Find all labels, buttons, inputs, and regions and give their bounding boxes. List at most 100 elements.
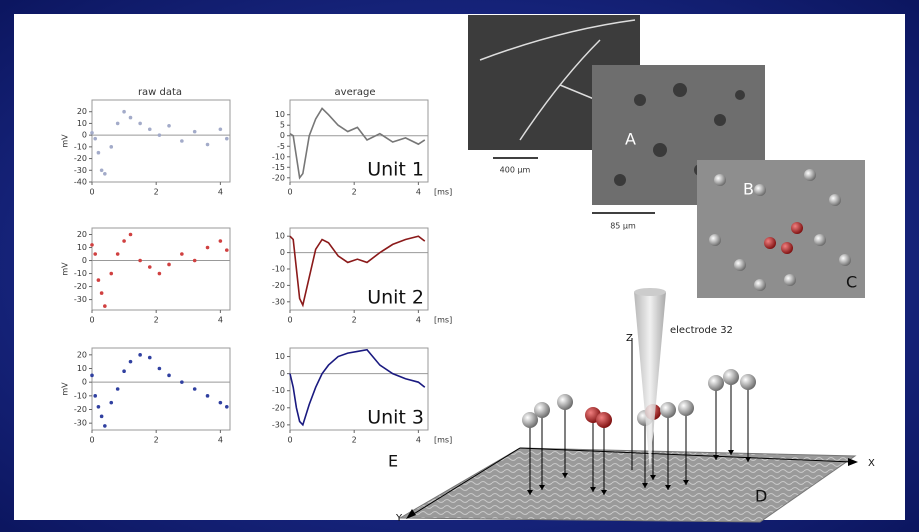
y-tick-label: -10 — [272, 265, 285, 274]
y-tick-label: -20 — [74, 154, 87, 163]
neuron — [723, 369, 739, 385]
y-tick-label: -10 — [272, 386, 285, 395]
x-tick-label: 0 — [89, 316, 94, 325]
y-tick-label: -20 — [272, 173, 285, 182]
x-tick-label: 0 — [287, 316, 292, 325]
neuron — [557, 394, 573, 410]
electrode-top — [634, 288, 666, 296]
x-tick-label: 4 — [416, 436, 421, 445]
x-tick-label: 2 — [352, 436, 357, 445]
scale-bar-label: 400 µm — [500, 166, 531, 175]
x-axis-label: [ms] — [434, 316, 452, 325]
y-tick-label: 0 — [82, 256, 87, 265]
point — [93, 137, 97, 141]
x-tick-label: 0 — [287, 436, 292, 445]
y-tick-label: -10 — [272, 152, 285, 161]
x-axis-label: [ms] — [434, 436, 452, 445]
column-title: average — [335, 87, 376, 98]
y-tick-label: -5 — [277, 142, 285, 151]
point — [206, 246, 210, 250]
y-tick-label: 0 — [280, 131, 285, 140]
point — [206, 394, 210, 398]
y-tick-label: 20 — [77, 350, 87, 359]
point — [219, 401, 223, 405]
y-tick-label: 10 — [275, 352, 285, 361]
y-axis-label: mV — [61, 382, 70, 396]
x-axis-label: [ms] — [434, 188, 452, 197]
point — [138, 259, 142, 263]
y-tick-label: 10 — [77, 243, 87, 252]
point — [97, 405, 101, 409]
point — [180, 252, 184, 256]
y-tick-label: -10 — [74, 391, 87, 400]
panel-label: B — [743, 180, 754, 199]
point — [225, 405, 229, 409]
y-tick-label: 0 — [82, 378, 87, 387]
point — [193, 387, 197, 391]
point — [138, 353, 142, 357]
x-tick-label: 2 — [154, 436, 159, 445]
y-tick-label: -30 — [74, 166, 87, 175]
point — [100, 415, 104, 419]
y-tick-label: 20 — [77, 230, 87, 239]
point — [97, 151, 101, 155]
y-tick-label: 20 — [77, 107, 87, 116]
y-tick-label: -15 — [272, 163, 285, 172]
point — [90, 243, 94, 247]
point — [100, 291, 104, 295]
point — [158, 133, 162, 137]
y-tick-label: 5 — [280, 121, 285, 130]
unit-label: Unit 1 — [367, 159, 424, 181]
neuron — [740, 374, 756, 390]
point — [100, 168, 104, 172]
x-tick-label: 2 — [154, 316, 159, 325]
y-tick-label: 0 — [280, 369, 285, 378]
neuron-red — [596, 412, 612, 428]
y-tick-label: 10 — [77, 119, 87, 128]
point — [148, 356, 152, 360]
axis-letter: Y — [395, 513, 403, 524]
x-tick-label: 4 — [416, 188, 421, 197]
point — [90, 131, 94, 135]
point — [109, 272, 113, 276]
y-tick-label: -30 — [74, 419, 87, 428]
column-title: raw data — [138, 87, 182, 98]
point — [122, 369, 126, 373]
point — [122, 239, 126, 243]
axis-letter: X — [868, 458, 875, 469]
x-tick-label: 0 — [287, 188, 292, 197]
x-tick-label: 4 — [218, 316, 223, 325]
point — [129, 233, 133, 237]
neuron — [534, 402, 550, 418]
point — [116, 252, 120, 256]
y-tick-label: 10 — [77, 364, 87, 373]
neuron — [708, 375, 724, 391]
point — [167, 124, 171, 128]
point — [193, 259, 197, 263]
y-tick-label: -30 — [74, 295, 87, 304]
panel-label: D — [755, 487, 767, 506]
point — [116, 122, 120, 126]
page: raw data average A B C 400 µm 85 µm Z X … — [0, 0, 919, 532]
y-tick-label: -30 — [272, 420, 285, 429]
y-tick-label: 0 — [82, 131, 87, 140]
point — [103, 424, 107, 428]
point — [158, 367, 162, 371]
point — [193, 130, 197, 134]
x-tick-label: 4 — [218, 436, 223, 445]
x-tick-label: 2 — [352, 188, 357, 197]
point — [219, 127, 223, 131]
panel-label: C — [846, 273, 857, 292]
y-tick-label: -10 — [74, 269, 87, 278]
neuron — [678, 400, 694, 416]
y-tick-label: -10 — [74, 142, 87, 151]
y-tick-label: -40 — [74, 178, 87, 187]
point — [129, 360, 133, 364]
point — [167, 263, 171, 267]
y-tick-label: 0 — [280, 248, 285, 257]
point — [122, 110, 126, 114]
unit-label: Unit 3 — [367, 407, 424, 429]
point — [148, 265, 152, 269]
point — [138, 122, 142, 126]
y-tick-label: 10 — [275, 232, 285, 241]
